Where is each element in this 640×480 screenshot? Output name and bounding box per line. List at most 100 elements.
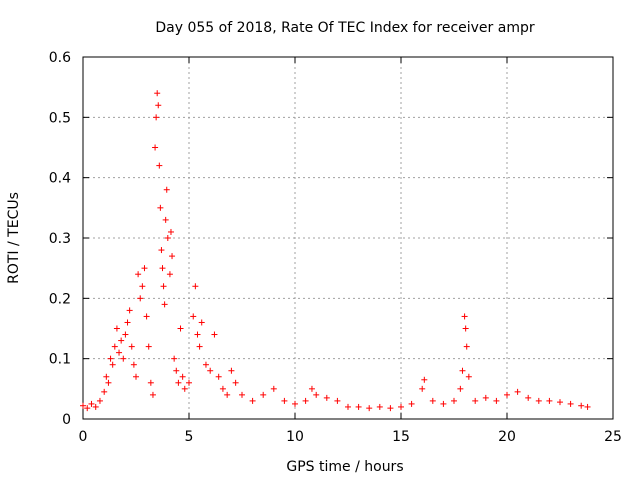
data-point xyxy=(116,349,123,356)
data-point xyxy=(126,307,133,314)
data-point xyxy=(398,403,404,410)
data-point xyxy=(260,391,267,398)
x-tick-label: 5 xyxy=(185,429,194,445)
y-axis-ticks: 0 0.1 0.2 0.3 0.4 0.5 0.6 xyxy=(49,50,613,428)
data-point xyxy=(80,402,86,409)
data-point xyxy=(292,400,298,407)
y-tick-label: 0.1 xyxy=(49,352,71,368)
data-point xyxy=(152,144,159,151)
data-point xyxy=(169,253,176,260)
data-point xyxy=(155,102,162,109)
data-point xyxy=(153,114,160,121)
data-point xyxy=(239,391,245,398)
data-point xyxy=(159,265,166,272)
data-point xyxy=(419,385,426,392)
data-point xyxy=(139,283,146,290)
data-point xyxy=(173,367,180,374)
data-point xyxy=(192,283,199,290)
data-point xyxy=(107,355,114,362)
data-point xyxy=(196,343,203,350)
data-point xyxy=(462,325,469,332)
data-point xyxy=(451,397,457,404)
data-point xyxy=(578,402,585,409)
data-point xyxy=(105,379,112,386)
x-tick-label: 0 xyxy=(79,429,88,445)
data-point xyxy=(161,301,168,308)
data-point xyxy=(376,403,383,410)
data-point xyxy=(302,397,309,404)
data-point xyxy=(345,403,351,410)
data-point xyxy=(535,397,542,404)
grid xyxy=(83,57,613,419)
data-point xyxy=(154,90,161,97)
data-point xyxy=(440,400,447,407)
data-point xyxy=(482,394,489,401)
data-point xyxy=(232,379,239,386)
data-point xyxy=(493,397,500,404)
data-point xyxy=(109,361,116,368)
y-tick-label: 0.6 xyxy=(49,50,71,66)
data-point xyxy=(166,271,173,278)
data-point xyxy=(546,397,553,404)
data-point xyxy=(198,319,205,326)
data-point xyxy=(118,337,125,344)
data-point xyxy=(207,367,214,374)
data-point xyxy=(171,355,178,362)
data-point xyxy=(158,247,165,254)
data-point xyxy=(175,379,182,386)
data-point xyxy=(162,216,169,223)
data-point xyxy=(190,313,197,320)
data-point xyxy=(135,271,142,278)
y-axis-label: ROTI / TECUs xyxy=(6,192,22,284)
data-point xyxy=(160,283,167,290)
data-point xyxy=(84,405,91,412)
data-point xyxy=(224,391,231,398)
data-point xyxy=(124,319,131,326)
y-tick-label: 0.5 xyxy=(49,110,71,126)
data-point xyxy=(128,343,135,350)
data-point xyxy=(137,295,144,302)
data-point xyxy=(103,373,110,380)
y-tick-label: 0 xyxy=(62,412,71,428)
data-point xyxy=(186,379,192,386)
y-tick-label: 0.4 xyxy=(49,171,71,187)
data-point xyxy=(92,403,99,410)
data-point xyxy=(179,373,186,380)
data-point xyxy=(366,405,373,412)
data-point xyxy=(459,367,466,374)
data-point xyxy=(133,373,139,380)
data-points xyxy=(80,90,591,412)
x-tick-label: 20 xyxy=(498,429,516,445)
data-point xyxy=(514,388,521,395)
data-point xyxy=(323,394,330,401)
data-point xyxy=(143,313,150,320)
data-point xyxy=(157,204,164,211)
data-point xyxy=(228,367,235,374)
data-point xyxy=(567,400,574,407)
data-point xyxy=(164,235,171,241)
data-point xyxy=(111,343,118,350)
data-point xyxy=(334,397,341,404)
data-point xyxy=(504,391,510,398)
data-point xyxy=(249,397,256,404)
data-point xyxy=(270,385,277,392)
data-point xyxy=(177,325,184,332)
data-point xyxy=(584,403,591,410)
chart-title: Day 055 of 2018, Rate Of TEC Index for r… xyxy=(155,20,534,36)
x-axis-label: GPS time / hours xyxy=(286,459,403,475)
data-point xyxy=(163,186,170,193)
data-point xyxy=(313,391,320,398)
data-point xyxy=(202,361,209,368)
data-point xyxy=(387,405,394,412)
data-point xyxy=(215,373,222,380)
data-point xyxy=(120,355,127,362)
data-point xyxy=(88,400,95,407)
data-point xyxy=(147,379,154,386)
x-tick-label: 10 xyxy=(286,429,304,445)
data-point xyxy=(141,265,148,272)
data-point xyxy=(461,313,468,320)
data-point xyxy=(122,331,129,338)
data-point xyxy=(194,331,201,338)
x-axis-ticks: 0 5 10 15 20 25 xyxy=(79,57,622,445)
data-point xyxy=(281,397,288,404)
